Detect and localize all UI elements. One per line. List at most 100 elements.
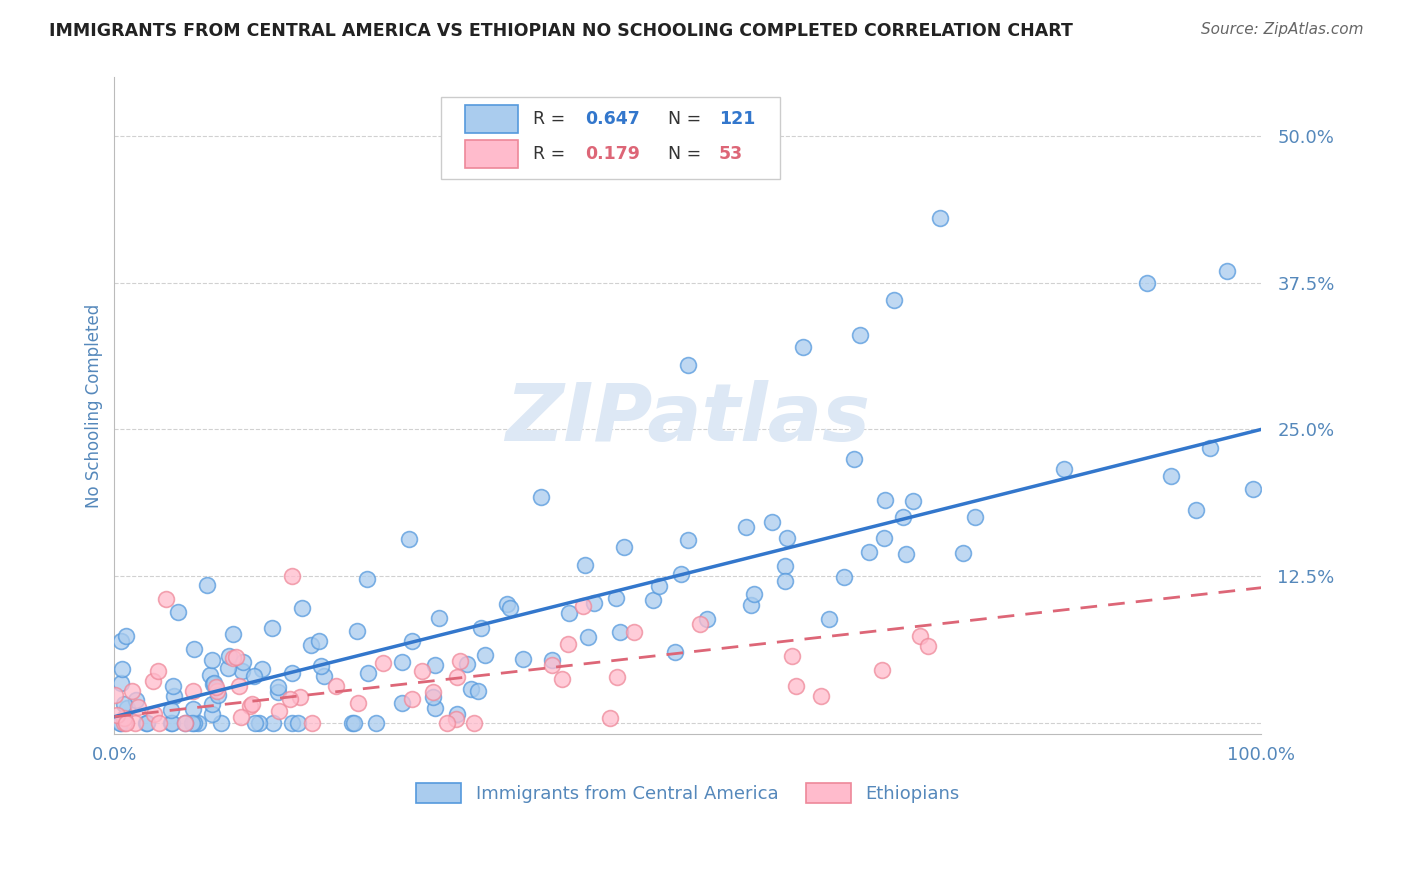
Point bbox=[423, 700, 446, 714]
Point bbox=[929, 211, 952, 226]
Point bbox=[218, 649, 240, 664]
Point bbox=[456, 657, 478, 672]
Point bbox=[391, 655, 413, 669]
Text: N =: N = bbox=[657, 110, 707, 128]
Point bbox=[202, 676, 225, 690]
Point bbox=[761, 515, 783, 529]
Point bbox=[449, 654, 471, 668]
Point bbox=[143, 706, 166, 721]
Text: Source: ZipAtlas.com: Source: ZipAtlas.com bbox=[1201, 22, 1364, 37]
Point bbox=[187, 715, 209, 730]
Legend: Immigrants from Central America, Ethiopians: Immigrants from Central America, Ethiopi… bbox=[409, 775, 967, 811]
Point bbox=[112, 711, 135, 725]
Point bbox=[181, 715, 204, 730]
Point bbox=[775, 574, 797, 589]
Point bbox=[810, 690, 832, 704]
Point bbox=[110, 675, 132, 690]
Point bbox=[228, 680, 250, 694]
Text: 0.179: 0.179 bbox=[585, 145, 640, 163]
Point bbox=[181, 684, 204, 698]
Point bbox=[239, 699, 262, 714]
Point bbox=[181, 702, 204, 716]
Point bbox=[664, 645, 686, 659]
FancyBboxPatch shape bbox=[441, 97, 780, 179]
Point bbox=[696, 612, 718, 626]
Point bbox=[648, 579, 671, 593]
Point bbox=[356, 573, 378, 587]
Point bbox=[411, 665, 433, 679]
Point bbox=[467, 683, 489, 698]
Point bbox=[260, 621, 283, 635]
Point bbox=[780, 649, 803, 664]
Point bbox=[689, 617, 711, 632]
Point bbox=[842, 452, 865, 467]
Text: 0.647: 0.647 bbox=[585, 110, 640, 128]
Point bbox=[742, 587, 765, 601]
Point bbox=[917, 639, 939, 653]
Point bbox=[198, 667, 221, 681]
Point bbox=[159, 703, 181, 717]
Point bbox=[111, 662, 134, 676]
Point bbox=[446, 707, 468, 722]
Point bbox=[499, 600, 522, 615]
Point bbox=[605, 591, 627, 605]
Point bbox=[1136, 276, 1159, 290]
Point bbox=[112, 715, 135, 730]
Point bbox=[183, 641, 205, 656]
Point bbox=[217, 661, 239, 675]
Point bbox=[541, 658, 564, 673]
Point bbox=[893, 510, 915, 524]
Point bbox=[115, 715, 138, 730]
Point bbox=[870, 663, 893, 677]
Text: R =: R = bbox=[533, 110, 571, 128]
Point bbox=[281, 665, 304, 680]
Point bbox=[676, 358, 699, 372]
Text: 53: 53 bbox=[718, 145, 742, 163]
Point bbox=[1053, 462, 1076, 476]
Point bbox=[832, 570, 855, 584]
Point bbox=[205, 680, 228, 694]
Point bbox=[291, 601, 314, 615]
Point bbox=[252, 662, 274, 676]
Point bbox=[309, 659, 332, 673]
Point bbox=[551, 672, 574, 686]
Point bbox=[609, 624, 631, 639]
Point bbox=[267, 705, 290, 719]
Point bbox=[202, 676, 225, 690]
Point bbox=[121, 684, 143, 698]
Point bbox=[873, 531, 896, 545]
Point bbox=[599, 711, 621, 725]
Point bbox=[148, 715, 170, 730]
Point bbox=[541, 653, 564, 667]
Point bbox=[574, 558, 596, 572]
Point bbox=[952, 546, 974, 560]
Point bbox=[1185, 503, 1208, 517]
Point bbox=[582, 596, 605, 610]
Point bbox=[231, 665, 253, 679]
Point bbox=[910, 629, 932, 643]
Point bbox=[436, 715, 458, 730]
Point bbox=[965, 510, 987, 524]
Text: ZIPatlas: ZIPatlas bbox=[505, 380, 870, 458]
Point bbox=[734, 519, 756, 533]
Point bbox=[530, 491, 553, 505]
Point bbox=[1216, 264, 1239, 278]
Point bbox=[142, 673, 165, 688]
Point bbox=[613, 541, 636, 555]
Point bbox=[222, 650, 245, 665]
Point bbox=[740, 599, 762, 613]
Point bbox=[340, 715, 363, 730]
Point bbox=[357, 666, 380, 681]
Point bbox=[669, 566, 692, 581]
Point bbox=[1199, 441, 1222, 455]
Point bbox=[398, 532, 420, 546]
Point bbox=[201, 653, 224, 667]
Point bbox=[371, 656, 394, 670]
Point bbox=[222, 627, 245, 641]
Point bbox=[124, 715, 146, 730]
Point bbox=[240, 697, 263, 711]
Point bbox=[463, 715, 485, 730]
Point bbox=[162, 680, 184, 694]
Point bbox=[446, 670, 468, 684]
Point bbox=[1241, 482, 1264, 496]
